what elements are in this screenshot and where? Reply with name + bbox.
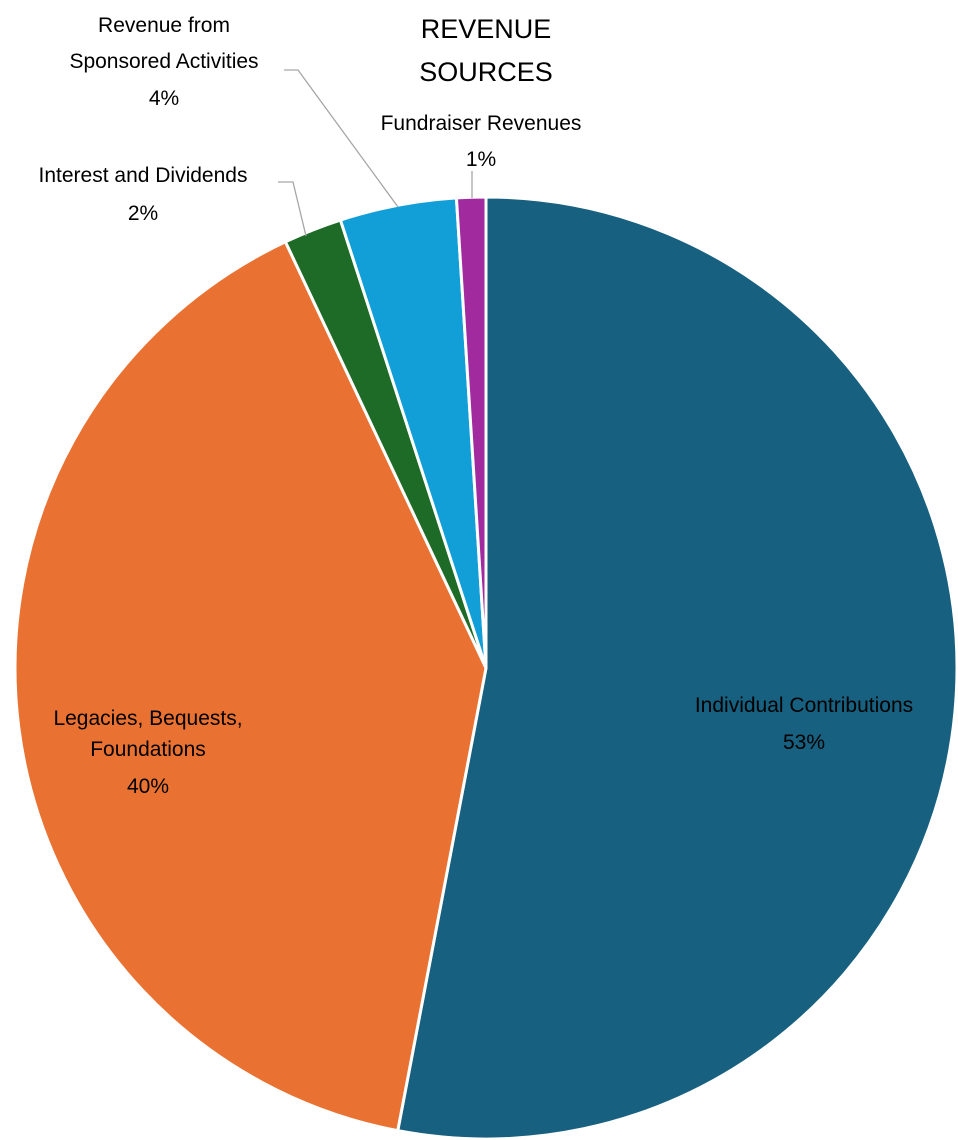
data-label-fundraiser-revenues: Fundraiser Revenues 1% bbox=[381, 112, 582, 171]
data-label-category: Fundraiser Revenues bbox=[381, 112, 582, 135]
data-label-individual-contributions: Individual Contributions 53% bbox=[695, 694, 913, 754]
pie-slices bbox=[13, 195, 958, 1140]
data-label-percent: 1% bbox=[466, 148, 496, 171]
chart-title: REVENUE SOURCES bbox=[419, 14, 553, 87]
data-label-category: Sponsored Activities bbox=[69, 50, 258, 73]
pie-slice-individual-contributions bbox=[396, 195, 958, 1140]
leader-lines bbox=[278, 69, 473, 237]
data-label-category: Legacies, Bequests, bbox=[53, 707, 242, 730]
data-label-category: Foundations bbox=[90, 738, 206, 761]
leader-line-interest-and-dividends bbox=[278, 181, 307, 237]
data-label-percent: 2% bbox=[128, 202, 158, 225]
chart-title-line-1: REVENUE bbox=[421, 14, 552, 44]
data-label-category: Individual Contributions bbox=[695, 694, 913, 717]
data-label-revenue-from-sponsored-activities: Revenue from Sponsored Activities 4% bbox=[69, 14, 258, 110]
data-label-percent: 4% bbox=[149, 87, 179, 110]
data-label-percent: 40% bbox=[127, 775, 169, 798]
chart-title-line-2: SOURCES bbox=[419, 57, 553, 87]
data-label-category: Interest and Dividends bbox=[39, 164, 248, 187]
data-label-interest-and-dividends: Interest and Dividends 2% bbox=[39, 164, 248, 225]
data-labels: Individual Contributions 53% Legacies, Beq… bbox=[39, 14, 914, 798]
data-label-legacies-bequests-foundations: Legacies, Bequests, Foundations 40% bbox=[53, 707, 242, 798]
data-label-category: Revenue from bbox=[98, 14, 230, 37]
pie-slice-fundraiser-revenues bbox=[454, 195, 488, 670]
leader-line-revenue-from-sponsored-activities bbox=[284, 69, 399, 208]
pie-slice-legacies-bequests-foundations bbox=[13, 240, 488, 1133]
data-label-percent: 53% bbox=[783, 731, 825, 754]
